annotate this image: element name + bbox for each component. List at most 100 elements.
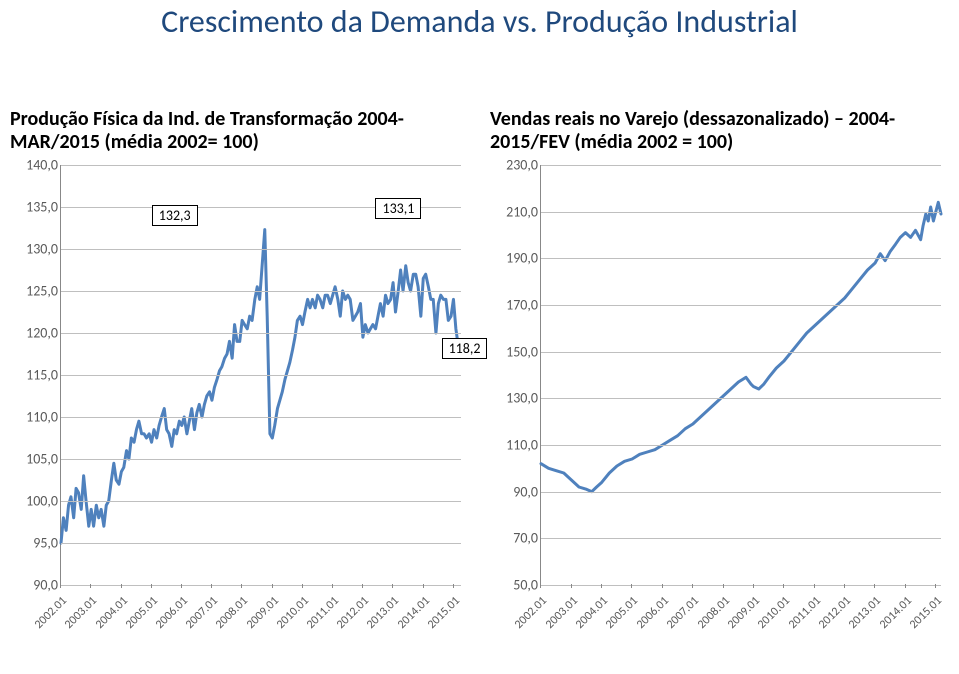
x-tick — [783, 584, 784, 588]
left-chart: 132,3133,1118,2 2002.012003.012004.01200… — [10, 160, 470, 650]
x-tick — [723, 584, 724, 588]
x-axis-label: 2005.01 — [603, 594, 641, 632]
x-axis-label: 2003.01 — [63, 594, 101, 632]
y-axis-label: 170,0 — [490, 297, 538, 314]
x-axis-label: 2010.01 — [755, 594, 793, 632]
gridline — [61, 249, 461, 250]
x-tick — [241, 584, 242, 588]
gridline — [541, 352, 941, 353]
y-axis-label: 105,0 — [10, 451, 58, 468]
y-axis-label: 90,0 — [490, 483, 538, 500]
y-axis-label: 70,0 — [490, 530, 538, 547]
x-axis-label: 2013.01 — [846, 594, 884, 632]
gridline — [61, 501, 461, 502]
x-tick — [272, 584, 273, 588]
x-tick — [540, 584, 541, 588]
y-axis-label: 125,0 — [10, 283, 58, 300]
x-axis-label: 2006.01 — [634, 594, 672, 632]
y-axis-label: 100,0 — [10, 493, 58, 510]
x-tick — [874, 584, 875, 588]
x-axis-label: 2007.01 — [183, 594, 221, 632]
y-axis-label: 120,0 — [10, 325, 58, 342]
x-tick — [844, 584, 845, 588]
y-axis-label: 90,0 — [10, 577, 58, 594]
producao-line — [61, 230, 459, 543]
x-tick — [60, 584, 61, 588]
x-tick — [753, 584, 754, 588]
y-axis-label: 130,0 — [10, 241, 58, 258]
x-axis-label: 2013.01 — [364, 594, 402, 632]
x-tick — [935, 584, 936, 588]
right-chart: 2002.012003.012004.012005.012006.012007.… — [490, 160, 950, 650]
left-chart-title: Produção Física da Ind. de Transformação… — [10, 108, 430, 154]
gridline — [541, 305, 941, 306]
y-axis-label: 130,0 — [490, 390, 538, 407]
x-axis-label: 2011.01 — [786, 594, 824, 632]
x-axis-label: 2002.01 — [32, 594, 70, 632]
x-tick — [302, 584, 303, 588]
x-tick — [692, 584, 693, 588]
gridline — [61, 375, 461, 376]
gridline — [541, 398, 941, 399]
gridline — [61, 543, 461, 544]
x-axis-label: 2003.01 — [543, 594, 581, 632]
x-tick — [423, 584, 424, 588]
gridline — [61, 333, 461, 334]
data-callout: 132,3 — [152, 205, 198, 226]
y-axis-label: 150,0 — [490, 343, 538, 360]
x-axis-label: 2004.01 — [573, 594, 611, 632]
x-axis-label: 2014.01 — [395, 594, 433, 632]
x-axis-label: 2015.01 — [425, 594, 463, 632]
x-axis-label: 2002.01 — [512, 594, 550, 632]
y-axis-label: 135,0 — [10, 199, 58, 216]
x-tick — [151, 584, 152, 588]
y-axis-label: 190,0 — [490, 250, 538, 267]
x-tick — [211, 584, 212, 588]
x-tick — [90, 584, 91, 588]
data-callout: 118,2 — [442, 338, 488, 359]
y-axis-label: 140,0 — [10, 157, 58, 174]
gridline — [61, 165, 461, 166]
y-axis-label: 115,0 — [10, 367, 58, 384]
x-axis-label: 2010.01 — [274, 594, 312, 632]
varejo-line — [541, 202, 941, 491]
x-axis-label: 2012.01 — [334, 594, 372, 632]
x-axis-label: 2005.01 — [123, 594, 161, 632]
x-axis-label: 2014.01 — [877, 594, 915, 632]
x-axis-label: 2004.01 — [93, 594, 131, 632]
x-tick — [392, 584, 393, 588]
y-axis-label: 110,0 — [490, 437, 538, 454]
x-tick — [121, 584, 122, 588]
gridline — [541, 212, 941, 213]
x-tick — [631, 584, 632, 588]
y-axis-label: 95,0 — [10, 535, 58, 552]
x-tick — [814, 584, 815, 588]
x-axis-label: 2006.01 — [153, 594, 191, 632]
x-tick — [453, 584, 454, 588]
gridline — [61, 291, 461, 292]
x-tick — [332, 584, 333, 588]
y-axis-label: 50,0 — [490, 577, 538, 594]
x-axis-label: 2009.01 — [725, 594, 763, 632]
slide-title: Crescimento da Demanda vs. Produção Indu… — [0, 4, 959, 41]
gridline — [541, 258, 941, 259]
x-tick — [181, 584, 182, 588]
x-axis-label: 2011.01 — [304, 594, 342, 632]
y-axis-label: 210,0 — [490, 203, 538, 220]
gridline — [541, 165, 941, 166]
y-axis-label: 110,0 — [10, 409, 58, 426]
x-axis-label: 2012.01 — [816, 594, 854, 632]
x-axis-label: 2007.01 — [664, 594, 702, 632]
gridline — [61, 459, 461, 460]
gridline — [541, 445, 941, 446]
x-tick — [571, 584, 572, 588]
gridline — [541, 538, 941, 539]
x-tick — [662, 584, 663, 588]
x-axis-label: 2015.01 — [907, 594, 945, 632]
x-axis-label: 2008.01 — [695, 594, 733, 632]
x-tick — [601, 584, 602, 588]
gridline — [61, 417, 461, 418]
x-tick — [362, 584, 363, 588]
x-axis-label: 2008.01 — [213, 594, 251, 632]
data-callout: 133,1 — [375, 198, 421, 219]
